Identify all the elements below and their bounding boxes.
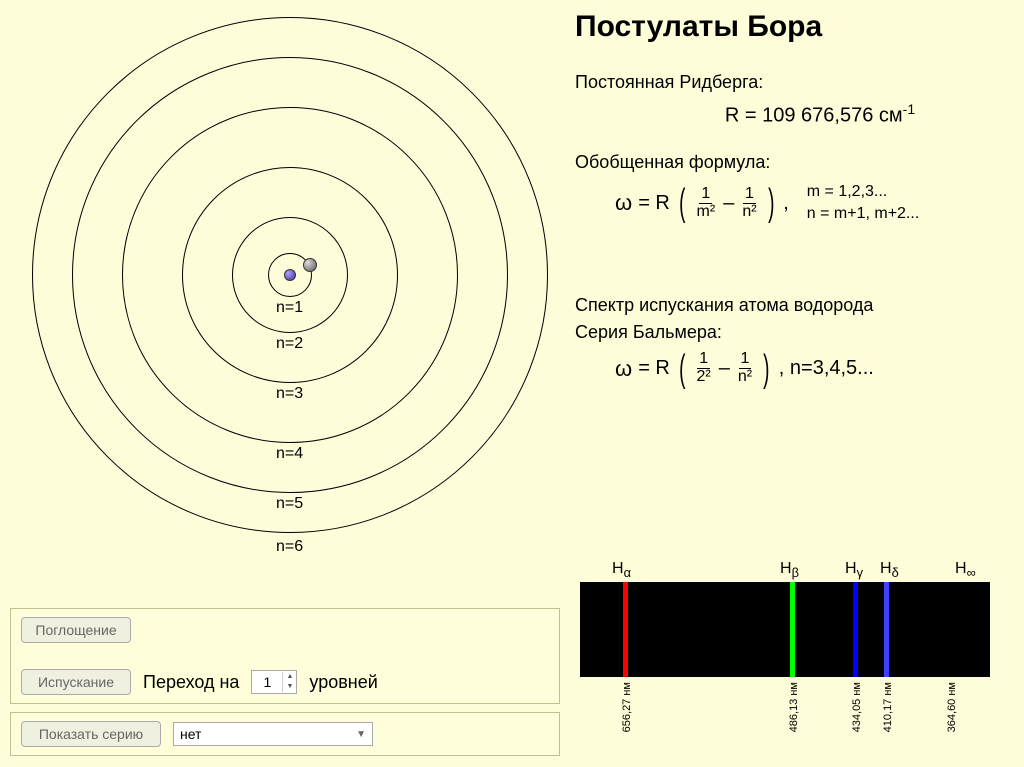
show-series-button[interactable]: Показать серию [21,721,161,747]
spectral-line [853,582,858,677]
transition-prefix-label: Переход на [143,672,239,693]
spinner-up-icon[interactable]: ▲ [283,672,296,682]
spectral-line-label: Hγ [845,560,863,580]
rydberg-formula: R = 109 676,576 см-1 [575,101,1015,128]
series-panel: Показать серию нет ▼ [10,712,560,756]
chevron-down-icon: ▼ [356,729,366,740]
wavelength-label: 656,27 нм [621,682,633,732]
spectral-line [623,582,628,677]
wavelength-label: 410,17 нм [882,682,894,732]
spinner-down-icon[interactable]: ▼ [283,682,296,692]
orbit-label: n=6 [276,538,303,556]
rydberg-label: Постоянная Ридберга: [575,72,1015,93]
bohr-atom-diagram: n=1n=2n=3n=4n=5n=6 [10,10,560,600]
wavelength-label: 434,05 нм [851,682,863,732]
spectrum-bar [580,582,990,677]
series-dropdown-value: нет [180,726,201,742]
spectral-line-label: H∞ [955,560,976,580]
transition-levels-input[interactable] [252,674,282,690]
spectral-line-label: Hδ [880,560,899,580]
absorption-emission-panel: Поглощение Испускание Переход на ▲ ▼ уро… [10,608,560,704]
transition-suffix-label: уровней [309,672,377,693]
wavelength-label: 486,13 нм [788,682,800,732]
spectrum-area: Hα Hβ Hγ Hδ H∞ 656,27 нм 486,13 нм 434,05 нм 41… [580,560,1010,757]
general-formula-label: Обобщенная формула: [575,152,1015,173]
emission-button[interactable]: Испускание [21,669,131,695]
electron [303,258,317,272]
spectral-line-label: Hα [612,560,631,580]
series-dropdown[interactable]: нет ▼ [173,722,373,746]
absorption-button[interactable]: Поглощение [21,617,131,643]
balmer-series-label: Серия Бальмера: [575,322,1015,343]
page-title: Постулаты Бора [575,10,1015,44]
balmer-formula: ω = R ( 12² – 1n² ) , n=3,4,5... [575,351,1015,386]
wavelength-label: 364,60 нм [946,682,958,732]
transition-levels-spinner[interactable]: ▲ ▼ [251,670,297,694]
spectral-line [884,582,889,677]
nucleus [284,269,296,281]
spectral-line [790,582,795,677]
spectral-line-label: Hβ [780,560,799,580]
general-formula: ω = R ( 1m² – 1n² ) , m = 1,2,3... n = m… [575,181,1015,226]
emission-spectrum-header: Спектр испускания атома водорода [575,295,1015,316]
